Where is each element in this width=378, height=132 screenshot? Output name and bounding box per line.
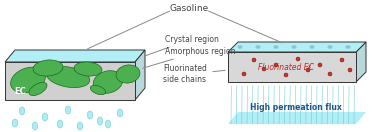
Polygon shape xyxy=(228,112,366,124)
Ellipse shape xyxy=(12,119,18,127)
Ellipse shape xyxy=(242,72,246,76)
Polygon shape xyxy=(5,62,135,100)
Ellipse shape xyxy=(29,82,47,96)
Text: EC: EC xyxy=(14,88,26,96)
Ellipse shape xyxy=(291,45,296,49)
Ellipse shape xyxy=(340,58,344,62)
Ellipse shape xyxy=(11,67,45,93)
Ellipse shape xyxy=(32,122,38,130)
Ellipse shape xyxy=(57,120,63,128)
Ellipse shape xyxy=(296,57,300,61)
Ellipse shape xyxy=(42,113,48,121)
Polygon shape xyxy=(135,50,145,100)
Ellipse shape xyxy=(97,117,103,125)
Ellipse shape xyxy=(262,67,266,71)
Text: Amorphous region: Amorphous region xyxy=(143,46,235,68)
Ellipse shape xyxy=(117,109,123,117)
Text: High permeation flux: High permeation flux xyxy=(250,103,342,112)
Ellipse shape xyxy=(19,107,25,115)
Ellipse shape xyxy=(77,122,83,130)
Ellipse shape xyxy=(327,45,333,49)
Text: x: x xyxy=(308,64,311,69)
Ellipse shape xyxy=(65,106,71,114)
Ellipse shape xyxy=(46,66,90,88)
Ellipse shape xyxy=(306,68,310,72)
Polygon shape xyxy=(356,42,366,82)
Ellipse shape xyxy=(252,58,256,62)
Ellipse shape xyxy=(74,62,102,76)
Ellipse shape xyxy=(256,45,260,49)
Ellipse shape xyxy=(328,72,332,76)
Polygon shape xyxy=(5,50,145,62)
Ellipse shape xyxy=(318,63,322,67)
Ellipse shape xyxy=(33,60,63,76)
Ellipse shape xyxy=(348,68,352,72)
Ellipse shape xyxy=(87,111,93,119)
Ellipse shape xyxy=(310,45,314,49)
Ellipse shape xyxy=(345,45,350,49)
Text: Fluorinated
side chains: Fluorinated side chains xyxy=(163,64,207,84)
Ellipse shape xyxy=(284,73,288,77)
Ellipse shape xyxy=(90,85,105,95)
Ellipse shape xyxy=(93,71,123,93)
Polygon shape xyxy=(228,42,366,52)
Ellipse shape xyxy=(274,63,278,67)
Ellipse shape xyxy=(274,45,279,49)
Ellipse shape xyxy=(237,45,243,49)
Text: Fluorinated EC: Fluorinated EC xyxy=(258,62,314,72)
Ellipse shape xyxy=(116,65,140,83)
Ellipse shape xyxy=(105,120,111,128)
Text: Crystal region: Crystal region xyxy=(145,34,219,56)
Text: Gasoline: Gasoline xyxy=(169,4,209,13)
Polygon shape xyxy=(228,52,356,82)
